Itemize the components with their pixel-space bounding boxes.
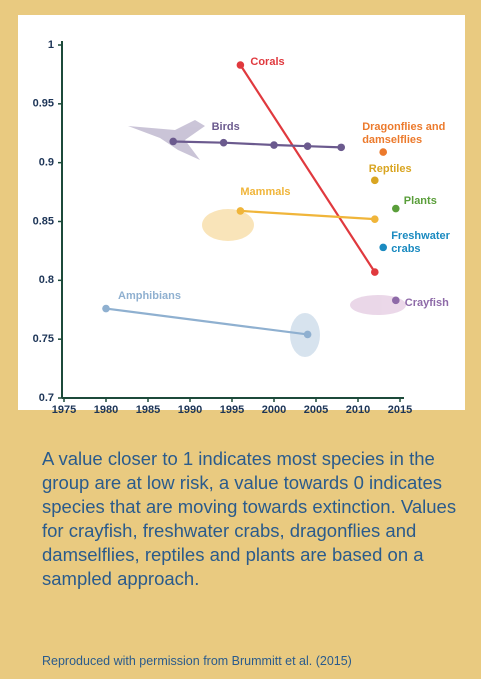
y-tick-label: 0.7	[39, 392, 54, 404]
data-point	[169, 138, 177, 146]
y-tick-label: 0.8	[39, 274, 54, 286]
series-label: Mammals	[240, 186, 320, 199]
x-tick-label: 1980	[94, 404, 118, 416]
data-point	[102, 305, 110, 313]
data-point	[379, 148, 387, 156]
data-point	[379, 244, 387, 252]
series-label: Reptiles	[369, 163, 449, 176]
caption: A value closer to 1 indicates most speci…	[42, 447, 467, 591]
page: 0.7 0.75 0.8 0.85 0.9 0.95 1 1975 1980 1985 1990 19…	[0, 0, 481, 679]
series-label: Plants	[404, 195, 464, 208]
data-point	[392, 297, 400, 305]
series-label: Amphibians	[118, 290, 208, 303]
x-tick-label: 2000	[262, 404, 286, 416]
data-point	[304, 142, 312, 150]
series-label: Birds	[212, 121, 272, 134]
y-tick-label: 1	[48, 39, 54, 51]
series-label: Dragonflies and damselflies	[362, 121, 462, 147]
source: Reproduced with permission from Brummitt…	[42, 654, 352, 668]
x-tick-label: 1975	[52, 404, 76, 416]
data-point	[337, 144, 345, 152]
data-point	[371, 268, 379, 276]
data-point	[237, 207, 245, 215]
x-tick-label: 2015	[388, 404, 412, 416]
series-label: Crayfish	[405, 297, 465, 310]
y-tick-label: 0.75	[33, 333, 54, 345]
data-point	[304, 331, 312, 339]
series-label: Freshwater crabs	[391, 230, 451, 256]
chart: 0.7 0.75 0.8 0.85 0.9 0.95 1 1975 1980 1985 1990 19…	[0, 0, 481, 430]
x-tick-label: 1990	[178, 404, 202, 416]
data-point	[220, 139, 228, 147]
data-point	[270, 141, 278, 149]
y-tick-label: 0.85	[33, 215, 54, 227]
x-tick-label: 2005	[304, 404, 328, 416]
data-point	[371, 177, 379, 185]
series-label: Corals	[250, 56, 310, 69]
x-tick-label: 1995	[220, 404, 244, 416]
data-point	[371, 215, 379, 223]
elephant-icon	[202, 209, 254, 241]
data-point	[237, 61, 245, 69]
y-tick-label: 0.9	[39, 157, 54, 169]
y-tick-label: 0.95	[33, 98, 54, 110]
x-tick-label: 1985	[136, 404, 160, 416]
data-point	[392, 205, 400, 213]
x-tick-label: 2010	[346, 404, 370, 416]
